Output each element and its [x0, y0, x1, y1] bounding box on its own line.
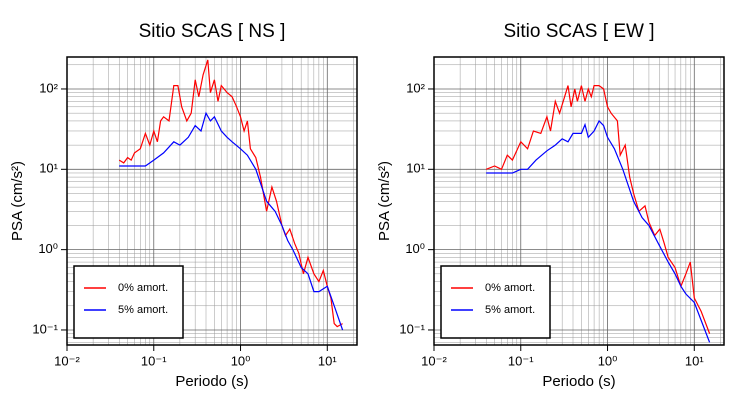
series-line	[119, 111, 344, 331]
y-tick-label: 10¹	[39, 161, 58, 176]
x-axis-label: Periodo (s)	[542, 373, 615, 390]
legend-label: 5% amort.	[118, 304, 168, 316]
x-axis-label: Periodo (s)	[175, 373, 248, 390]
plot-frame	[433, 56, 725, 346]
legend-box	[73, 265, 184, 339]
x-tick-label: 10⁻²	[421, 353, 447, 368]
series-line	[118, 59, 343, 328]
series-line	[486, 119, 711, 343]
chart-title: Sitio SCAS [ NS ]	[139, 21, 286, 42]
y-tick-label: 10⁰	[38, 241, 58, 256]
y-tick-label: 10⁻¹	[32, 321, 58, 336]
legend-label: 0% amort.	[485, 282, 535, 294]
legend-label: 5% amort.	[485, 304, 535, 316]
x-tick-label: 10⁰	[231, 353, 251, 368]
x-tick-label: 10⁻¹	[141, 353, 167, 368]
x-tick-label: 10¹	[685, 353, 704, 368]
x-tick-label: 10⁻²	[54, 353, 80, 368]
y-tick-label: 10⁻¹	[399, 321, 425, 336]
y-tick-label: 10¹	[406, 161, 425, 176]
y-tick-label: 10²	[39, 80, 58, 95]
legend-label: 0% amort.	[118, 282, 168, 294]
plot-frame	[66, 56, 358, 346]
y-axis-label: PSA (cm/s²)	[9, 161, 26, 241]
chart-title: Sitio SCAS [ EW ]	[504, 21, 655, 42]
legend-box	[440, 265, 551, 339]
y-tick-label: 10²	[406, 80, 425, 95]
panel: 10⁻² 10⁻¹ 10⁰ 10¹ 10⁻¹ 10⁰ 10¹ 10² Sitio SCAS [ …	[376, 21, 725, 390]
y-axis-label: PSA (cm/s²)	[376, 161, 393, 241]
x-tick-label: 10⁰	[598, 353, 618, 368]
x-tick-label: 10¹	[318, 353, 337, 368]
series-line	[485, 85, 711, 334]
x-tick-label: 10⁻¹	[508, 353, 534, 368]
panel: 10⁻² 10⁻¹ 10⁰ 10¹ 10⁻¹ 10⁰ 10¹ 10² Sitio SCAS [ …	[9, 21, 358, 390]
y-tick-label: 10⁰	[405, 241, 425, 256]
